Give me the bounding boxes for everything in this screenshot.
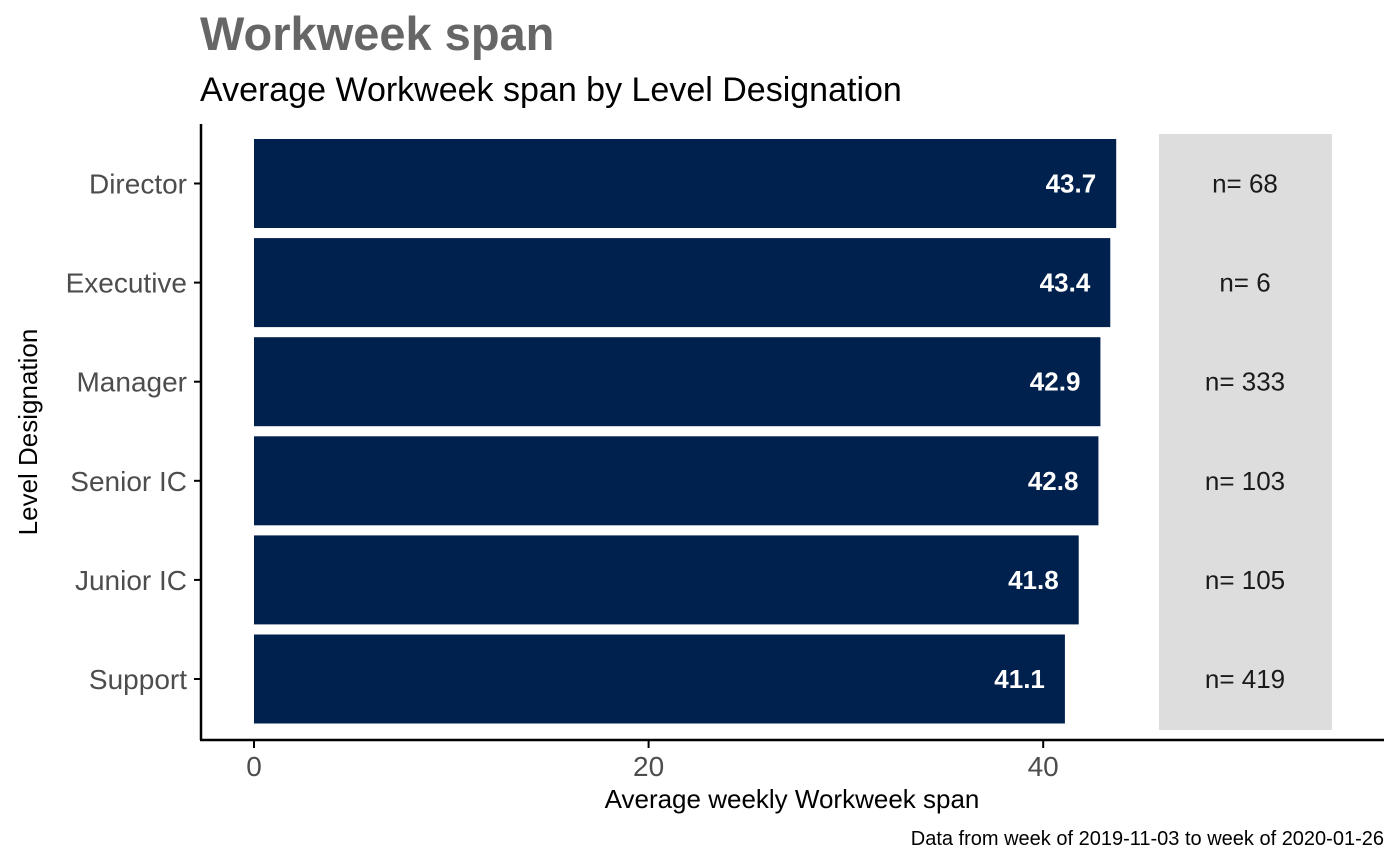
bar-manager <box>254 337 1101 427</box>
bars-layer <box>254 139 1117 724</box>
count-label: n= 103 <box>1205 466 1285 496</box>
bar-labels-layer: 43.7 43.4 42.9 42.8 41.8 41.1 <box>994 169 1096 695</box>
count-label: n= 419 <box>1205 664 1285 694</box>
x-tick-label: 0 <box>246 751 262 782</box>
chart-title: Workweek span <box>200 7 554 60</box>
y-tick-label: Junior IC <box>75 565 187 596</box>
count-labels-layer: n= 68 n= 6 n= 333 n= 103 n= 105 n= 419 <box>1205 169 1285 695</box>
x-axis-title: Average weekly Workweek span <box>605 784 980 814</box>
chart-caption: Data from week of 2019-11-03 to week of … <box>911 828 1384 850</box>
x-tick-label: 40 <box>1028 751 1059 782</box>
y-tick-label: Support <box>89 664 187 695</box>
bar-senior-ic <box>254 436 1099 526</box>
bar-executive <box>254 238 1111 328</box>
count-label: n= 6 <box>1219 268 1270 298</box>
y-axis-title: Level Designation <box>13 329 43 536</box>
bar-value-label: 41.1 <box>994 664 1045 694</box>
bar-value-label: 41.8 <box>1008 565 1059 595</box>
y-tick-label: Manager <box>76 367 187 398</box>
y-tick-label: Senior IC <box>70 466 187 497</box>
bar-support <box>254 634 1065 724</box>
bar-director <box>254 139 1117 228</box>
x-axis-ticks: 0 20 40 <box>246 740 1059 782</box>
count-panel <box>1159 134 1332 730</box>
count-label: n= 105 <box>1205 565 1285 595</box>
count-label: n= 68 <box>1212 169 1278 199</box>
bar-value-label: 43.7 <box>1046 169 1097 199</box>
bar-value-label: 43.4 <box>1040 268 1091 298</box>
chart-subtitle: Average Workweek span by Level Designati… <box>200 71 902 109</box>
y-tick-label: Director <box>89 169 187 200</box>
count-label: n= 333 <box>1205 367 1285 397</box>
bar-junior-ic <box>254 535 1079 625</box>
y-tick-label: Executive <box>66 268 187 299</box>
x-tick-label: 20 <box>633 751 664 782</box>
bar-value-label: 42.9 <box>1030 367 1081 397</box>
y-axis-ticks: Director Executive Manager Senior IC Junior … <box>66 169 201 695</box>
bar-value-label: 42.8 <box>1028 466 1079 496</box>
